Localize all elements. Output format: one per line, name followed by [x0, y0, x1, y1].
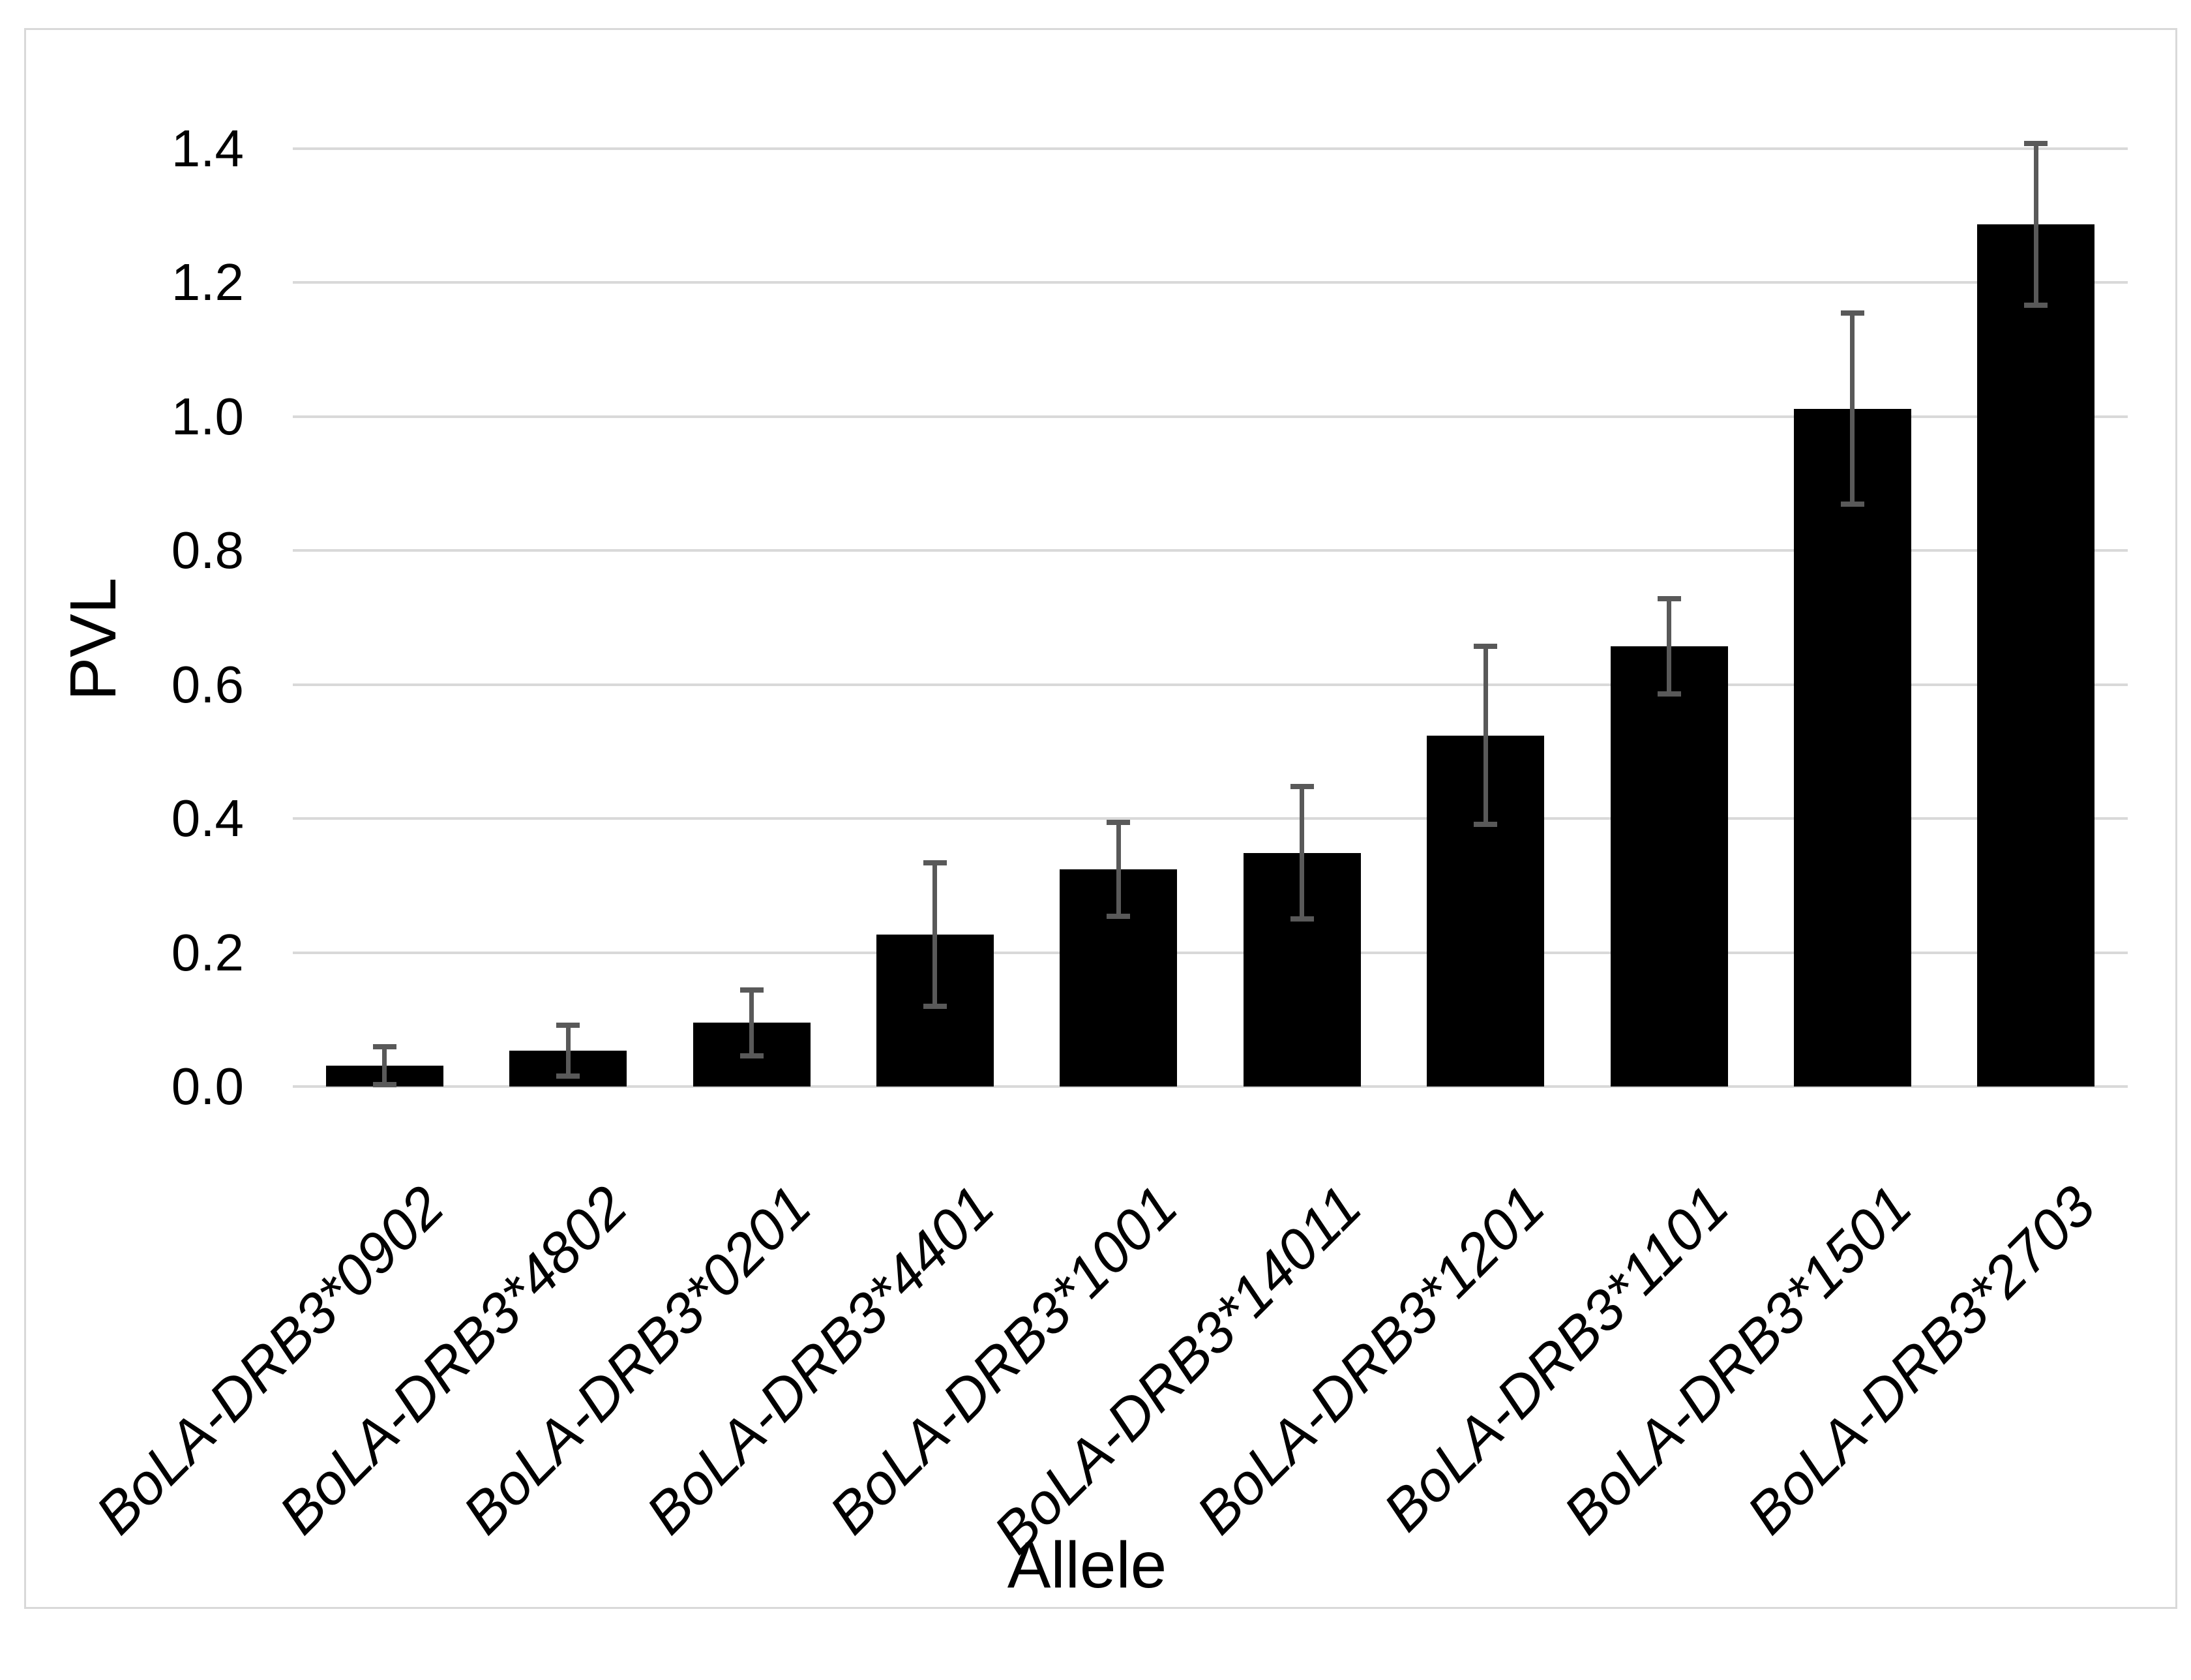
error-bar-cap-bottom-BoLA-DRB3*1501 — [1840, 502, 1864, 507]
y-tick-label-1.0: 1.0 — [171, 387, 244, 445]
gridline-y-0.6 — [293, 683, 2128, 686]
error-bar-cap-bottom-BoLA-DRB3*4802 — [556, 1073, 580, 1079]
gridline-y-0.8 — [293, 549, 2128, 552]
bar-chart-figure: 0.0 0.2 0.4 0.6 0.8 1.0 1.2 1.4 BoLA-DRB3*0902 B… — [24, 28, 2177, 1609]
error-bar-cap-bottom-BoLA-DRB3*2703 — [2024, 303, 2048, 308]
error-bar-line-BoLA-DRB3*14011 — [1300, 786, 1305, 920]
error-bar-cap-top-BoLA-DRB3*1001 — [1107, 820, 1131, 826]
bar-BoLA-DRB3*2703 — [1977, 224, 2095, 1087]
gridline-y-1.4 — [293, 147, 2128, 150]
error-bar-line-BoLA-DRB3*1201 — [1483, 646, 1488, 825]
error-bar-cap-top-BoLA-DRB3*1201 — [1474, 644, 1498, 650]
error-bar-cap-top-BoLA-DRB3*4802 — [556, 1022, 580, 1028]
gridline-y-1.2 — [293, 281, 2128, 284]
x-axis-title: Allele — [1007, 1529, 1167, 1602]
gridline-y-0.2 — [293, 951, 2128, 954]
y-tick-label-0.6: 0.6 — [171, 655, 244, 713]
error-bar-line-BoLA-DRB3*2703 — [2033, 143, 2038, 306]
error-bar-line-BoLA-DRB3*1101 — [1667, 599, 1671, 695]
bar-BoLA-DRB3*1501 — [1793, 408, 1911, 1087]
y-tick-label-0.2: 0.2 — [171, 923, 244, 982]
error-bar-cap-bottom-BoLA-DRB3*1001 — [1107, 914, 1131, 920]
error-bar-cap-top-BoLA-DRB3*14011 — [1290, 783, 1314, 789]
gridline-y-0.0 — [293, 1085, 2128, 1088]
gridline-y-0.4 — [293, 817, 2128, 820]
error-bar-cap-top-BoLA-DRB3*1101 — [1657, 596, 1681, 602]
error-bar-cap-bottom-BoLA-DRB3*0902 — [372, 1081, 396, 1087]
error-bar-line-BoLA-DRB3*1001 — [1116, 822, 1121, 917]
error-bar-line-BoLA-DRB3*0902 — [382, 1047, 387, 1085]
y-tick-label-1.2: 1.2 — [171, 253, 244, 312]
error-bar-line-BoLA-DRB3*4802 — [565, 1025, 571, 1076]
y-tick-label-0.4: 0.4 — [171, 789, 244, 848]
error-bar-cap-bottom-BoLA-DRB3*0201 — [739, 1053, 764, 1058]
error-bar-cap-bottom-BoLA-DRB3*14011 — [1290, 916, 1314, 922]
y-tick-label-0.8: 0.8 — [171, 521, 244, 580]
error-bar-cap-bottom-BoLA-DRB3*1101 — [1657, 691, 1681, 697]
y-tick-label-1.4: 1.4 — [171, 119, 244, 177]
figure-border — [24, 28, 2177, 1609]
error-bar-line-BoLA-DRB3*0201 — [749, 990, 754, 1056]
bar-BoLA-DRB3*1101 — [1610, 646, 1728, 1087]
error-bar-cap-top-BoLA-DRB3*0902 — [372, 1044, 396, 1050]
error-bar-cap-bottom-BoLA-DRB3*4401 — [923, 1003, 947, 1009]
error-bar-cap-bottom-BoLA-DRB3*1201 — [1474, 822, 1498, 828]
gridline-y-1.0 — [293, 415, 2128, 418]
error-bar-cap-top-BoLA-DRB3*1501 — [1840, 310, 1864, 316]
y-axis-title: PVL — [57, 577, 130, 701]
plot-area — [293, 140, 2128, 1088]
error-bar-line-BoLA-DRB3*4401 — [932, 862, 938, 1006]
error-bar-cap-top-BoLA-DRB3*0201 — [739, 987, 764, 993]
error-bar-cap-top-BoLA-DRB3*4401 — [923, 860, 947, 865]
error-bar-cap-top-BoLA-DRB3*2703 — [2024, 140, 2048, 146]
y-tick-label-0.0: 0.0 — [171, 1057, 244, 1115]
error-bar-line-BoLA-DRB3*1501 — [1850, 312, 1855, 505]
